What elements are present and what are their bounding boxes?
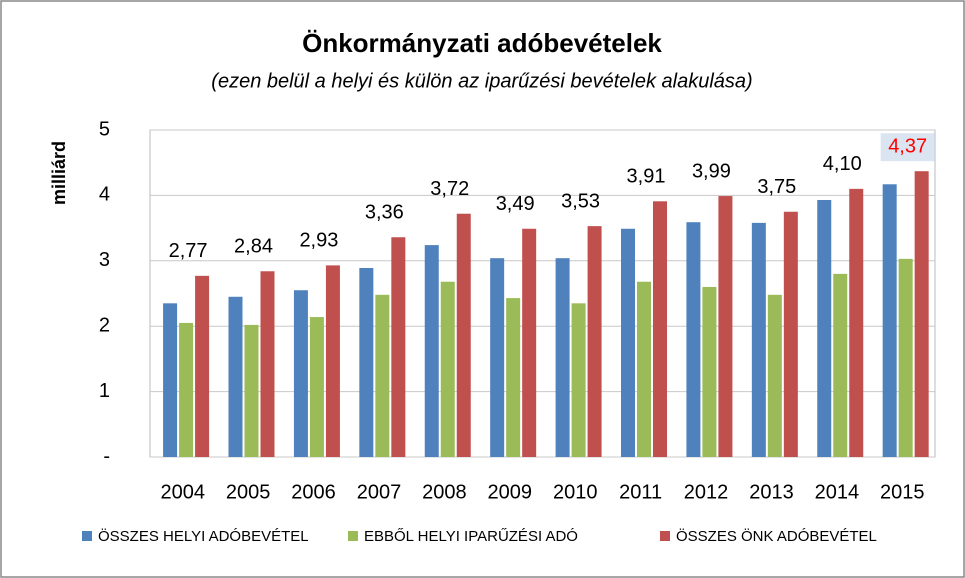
bar [751, 222, 766, 457]
bar [179, 322, 194, 457]
bar [375, 294, 390, 457]
chart-title: Önkormányzati adóbevételek [302, 28, 662, 58]
bar [506, 298, 521, 457]
y-tick-label: 3 [99, 249, 110, 271]
value-label-box [880, 133, 935, 162]
x-tick-label: 2012 [684, 481, 729, 503]
legend-swatch [348, 531, 358, 541]
x-tick-label: 2008 [422, 481, 467, 503]
value-label: 3,72 [430, 178, 469, 200]
value-label: 3,99 [692, 160, 731, 182]
bar [882, 184, 897, 458]
bar [914, 171, 929, 457]
bar [260, 271, 275, 457]
bar [293, 290, 308, 457]
bar [228, 296, 243, 457]
bar [490, 258, 505, 457]
bar [424, 245, 439, 457]
bar [359, 267, 374, 457]
legend-swatch [82, 531, 92, 541]
bar [195, 275, 210, 457]
value-label: 2,77 [169, 240, 208, 262]
bar [767, 294, 782, 457]
bar [456, 213, 471, 457]
plot-area [149, 129, 936, 458]
y-tick-label: 5 [99, 118, 110, 140]
value-label: 3,91 [627, 166, 666, 188]
bar [309, 317, 324, 457]
legend-swatch [660, 531, 670, 541]
legend-label: ÖSSZES ÖNK ADÓBEVÉTEL [676, 527, 877, 545]
value-label: 4,37 [888, 135, 927, 157]
value-label: 3,75 [757, 176, 796, 198]
bar [244, 324, 259, 457]
x-tick-label: 2006 [291, 481, 336, 503]
x-tick-label: 2015 [880, 481, 925, 503]
value-label: 3,36 [365, 202, 404, 224]
x-tick-label: 2010 [553, 481, 598, 503]
y-tick-label: 2 [99, 314, 110, 336]
x-tick-label: 2011 [619, 481, 662, 503]
chart-subtitle: (ezen belül a helyi és külön az iparűzés… [211, 70, 752, 92]
y-axis-label: milliárd [49, 141, 69, 205]
bar [898, 258, 913, 457]
y-tick-label: 4 [99, 184, 110, 206]
bar [849, 188, 864, 458]
legend-label: EBBŐL HELYI IPARŰZÉSI ADÓ [364, 528, 578, 545]
x-tick-label: 2009 [488, 481, 533, 503]
bar [522, 228, 537, 457]
bar [587, 226, 602, 457]
y-tick-label: 1 [99, 380, 110, 402]
bar [653, 201, 667, 457]
bar [391, 237, 406, 457]
y-tick-label: - [103, 445, 110, 467]
value-label: 2,93 [299, 230, 338, 252]
bar [637, 281, 651, 457]
bar [817, 199, 832, 457]
value-label: 3,53 [561, 190, 600, 212]
bar [325, 265, 340, 457]
bar [555, 258, 570, 457]
x-tick-label: 2013 [749, 481, 794, 503]
bar [783, 211, 798, 457]
bar [702, 286, 717, 457]
bar [440, 281, 455, 457]
x-tick-label: 2014 [815, 481, 860, 503]
x-tick-label: 2007 [357, 481, 402, 503]
legend-label: ÖSSZES HELYI ADÓBEVÉTEL [98, 527, 309, 545]
bar [718, 196, 733, 457]
bar [571, 303, 586, 457]
x-tick-label: 2004 [160, 481, 205, 503]
value-label: 4,10 [823, 153, 862, 175]
bar [163, 303, 178, 457]
bar [833, 273, 848, 457]
value-label: 3,49 [496, 193, 535, 215]
x-tick-label: 2005 [226, 481, 271, 503]
bar [686, 222, 701, 457]
bar [621, 228, 635, 457]
value-label: 2,84 [234, 236, 273, 258]
